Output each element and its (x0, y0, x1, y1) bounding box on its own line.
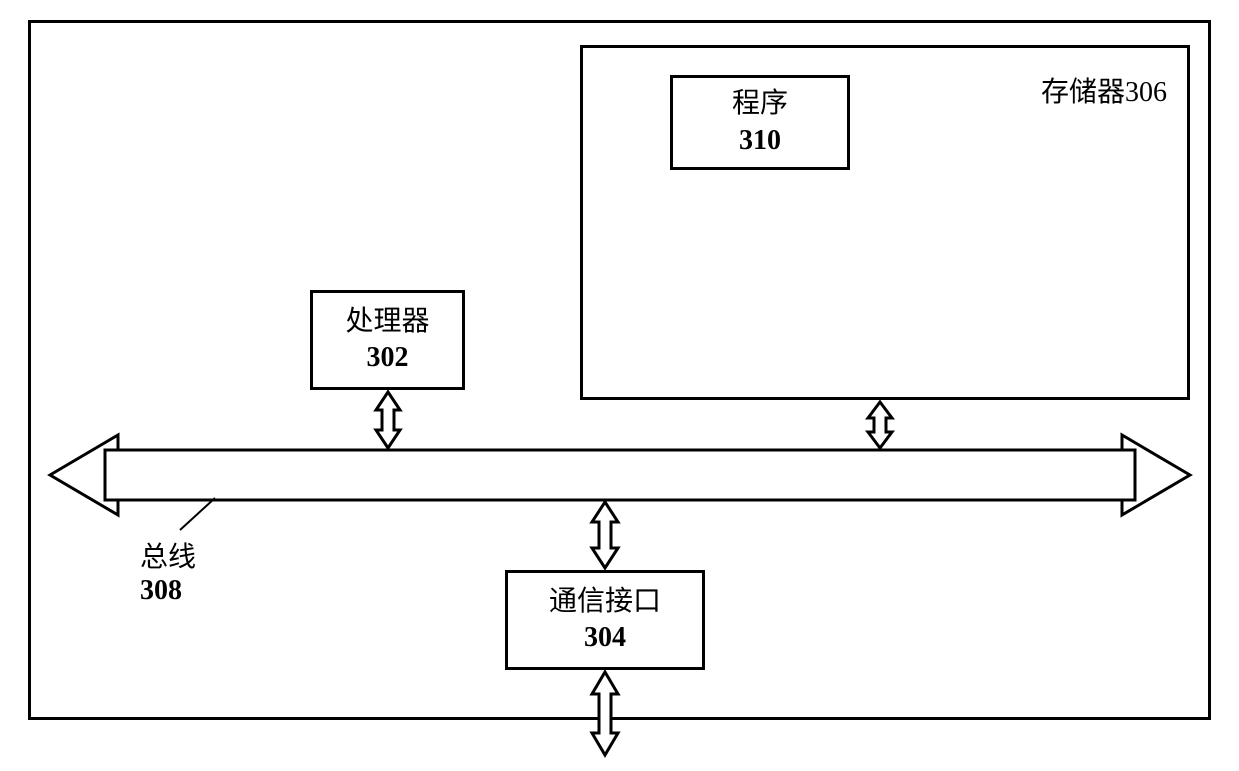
diagram-svg (0, 0, 1239, 771)
bus-comm-connector (592, 502, 618, 568)
memory-bus-connector (868, 402, 892, 448)
comm-external-connector (592, 672, 618, 755)
processor-bus-connector (376, 392, 400, 448)
bus-callout-line (180, 498, 215, 530)
bus-arrow (50, 435, 1190, 515)
